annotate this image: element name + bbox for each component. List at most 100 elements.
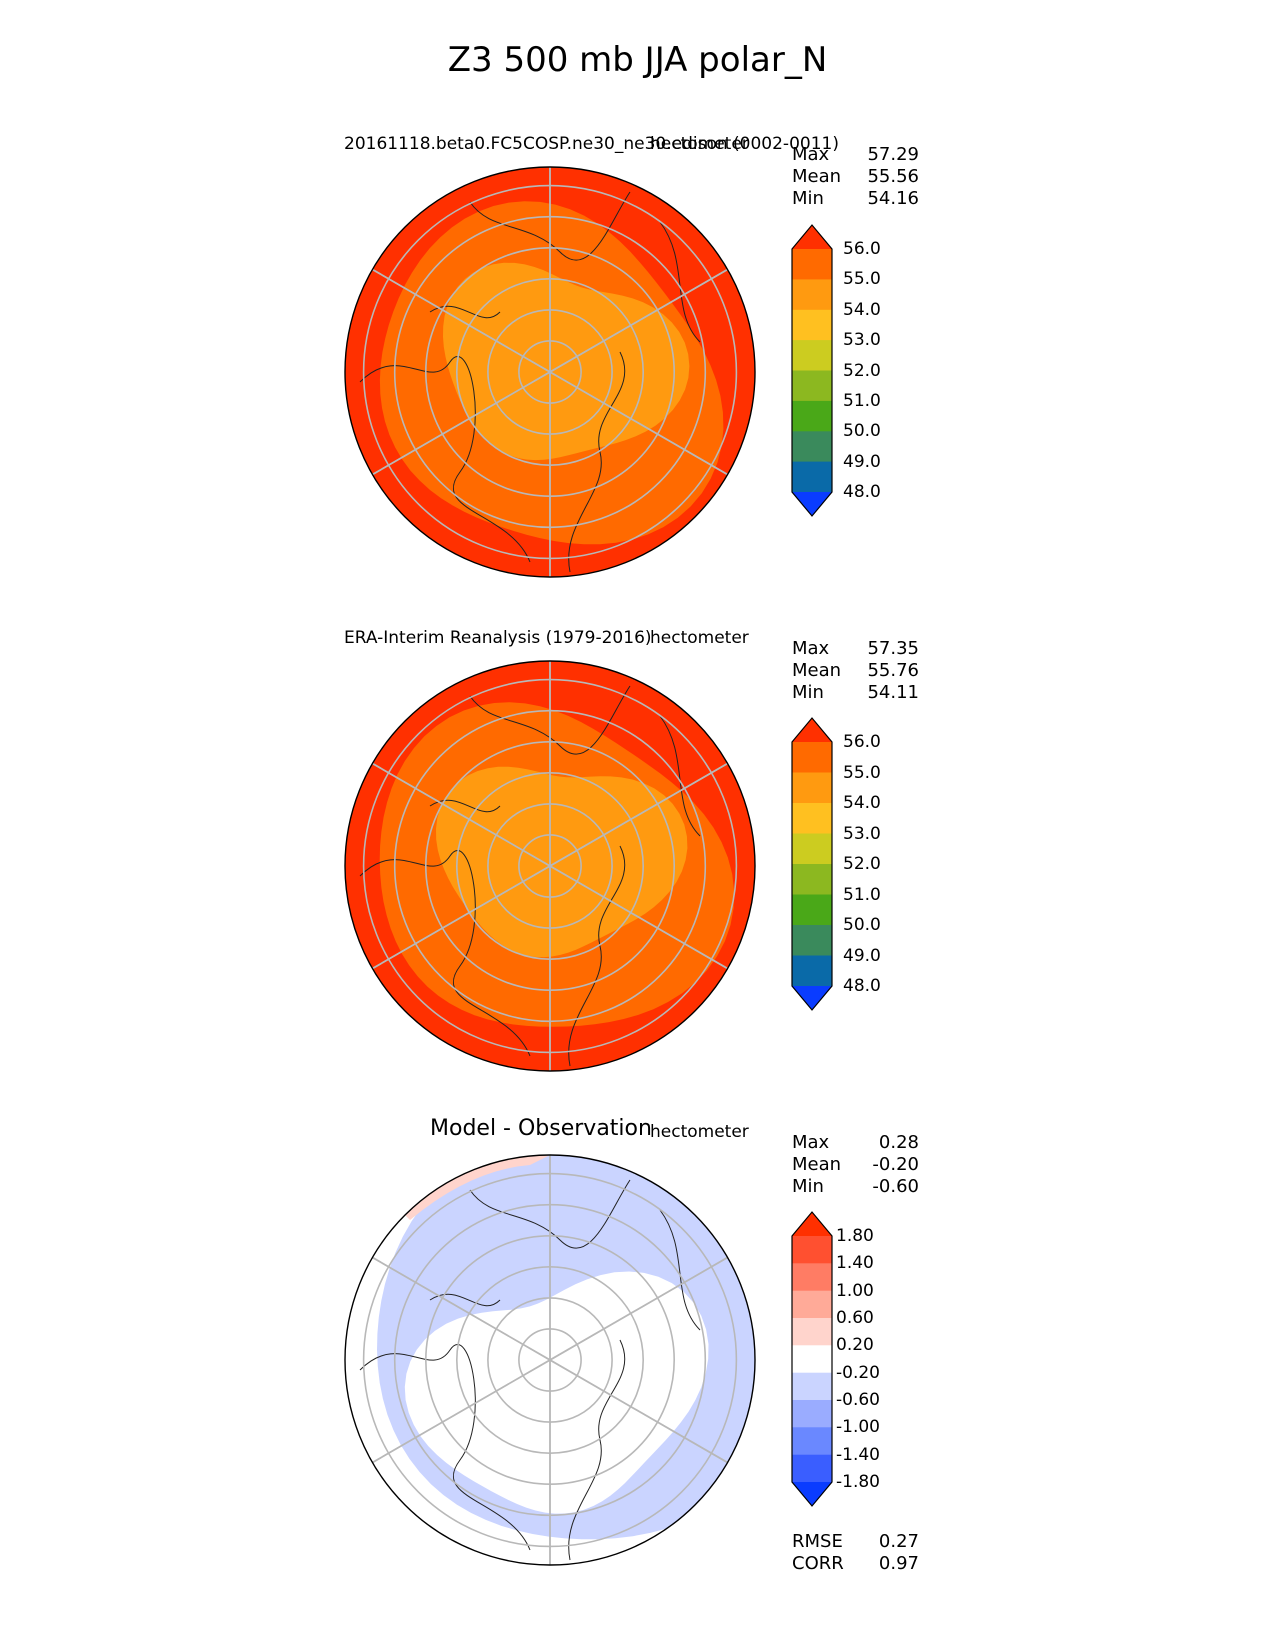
field-layer <box>345 1155 755 1565</box>
colorbar-tick-label: -1.80 <box>836 1472 880 1492</box>
stat-label-min: Min <box>792 1176 824 1197</box>
colorbar-tick-label: -0.60 <box>836 1390 880 1410</box>
colorbar-extend-top <box>792 225 832 249</box>
units-label: hectometer <box>650 1122 749 1142</box>
units-label: hectometer <box>650 134 749 154</box>
figure-title: Z3 500 mb JJA polar_N <box>447 40 828 80</box>
colorbar-tick-label: 0.60 <box>836 1308 874 1328</box>
colorbar-segment <box>792 309 832 341</box>
colorbar <box>791 717 833 1011</box>
graticule <box>362 661 738 1071</box>
graticule <box>362 1155 738 1565</box>
colorbar-segment <box>792 279 832 311</box>
colorbar-tick-label: 55.0 <box>843 269 881 290</box>
colorbar-segment <box>792 894 832 926</box>
colorbar-tick-label: 0.20 <box>836 1335 874 1356</box>
stat-label-max: Max <box>792 638 830 659</box>
colorbar-segment <box>792 1427 832 1456</box>
colorbar-tick-label: 53.0 <box>843 330 881 351</box>
band-positive <box>400 1155 570 1220</box>
colorbar-segment <box>792 1400 832 1428</box>
colorbar-tick-label: 54.0 <box>843 793 881 813</box>
map-boundary <box>344 166 756 578</box>
colorbar-tick-label: 55.0 <box>843 762 881 783</box>
colorbar-tick-label: 56.0 <box>843 239 881 259</box>
stat-value-mean: 55.56 <box>867 166 919 187</box>
colorbar-tick-label: 1.00 <box>836 1280 874 1301</box>
colorbar-segment <box>792 340 832 371</box>
colorbar-tick-label: 52.0 <box>843 854 881 874</box>
colorbar-tick-label: 53.0 <box>843 823 881 844</box>
colorbar-extend-bottom <box>792 1482 832 1506</box>
map-panel-2 <box>344 660 756 1072</box>
colorbar-segment <box>792 925 832 956</box>
colorbar-tick-label: 50.0 <box>843 421 881 442</box>
colorbar-tick-label: 49.0 <box>843 451 881 472</box>
colorbar-segment <box>792 833 832 865</box>
colorbar-tick-label: 51.0 <box>843 390 881 411</box>
colorbar-tick-label: -1.00 <box>836 1417 880 1438</box>
colorbar-segment <box>792 955 832 987</box>
panel-title: Model - Observation <box>430 1116 652 1141</box>
stat-label-min: Min <box>792 682 824 703</box>
graticule <box>362 167 738 577</box>
map-boundary <box>344 1154 756 1566</box>
stat-value-max: 57.35 <box>867 638 919 659</box>
colorbar-tick-label: 1.40 <box>836 1253 874 1274</box>
colorbar-extend-bottom <box>792 986 832 1010</box>
stat-label-max: Max <box>792 1132 830 1153</box>
colorbar-segment <box>792 1263 832 1292</box>
units-label: hectometer <box>650 628 749 648</box>
stat-label-mean: Mean <box>792 660 842 681</box>
colorbar-tick-label: 50.0 <box>843 915 881 935</box>
colorbar-tick-label: -1.40 <box>836 1444 880 1465</box>
colorbar-segment <box>792 742 832 773</box>
colorbar-segment <box>792 249 832 280</box>
colorbar-segment <box>792 370 832 402</box>
stat-value-max: 0.28 <box>878 1132 919 1153</box>
metric-value-corr: 0.97 <box>878 1553 919 1574</box>
colorbar-extend-top <box>792 1212 832 1236</box>
colorbar-tick-label: 1.80 <box>836 1226 874 1246</box>
colorbar-tick-label: 49.0 <box>843 945 881 966</box>
colorbar-segment <box>792 1318 832 1346</box>
colorbar-segment <box>792 803 832 834</box>
colorbar-tick-label: 51.0 <box>843 884 881 905</box>
metric-value-rmse: 0.27 <box>878 1531 919 1552</box>
field-layer <box>345 661 755 1071</box>
coastlines <box>359 191 701 573</box>
stat-value-min: 54.11 <box>867 682 919 703</box>
colorbar-segment <box>792 1454 832 1483</box>
stat-label-min: Min <box>792 188 824 209</box>
band-polar-cap <box>443 262 690 461</box>
colorbar-extend-bottom <box>792 492 832 516</box>
stat-value-max: 57.29 <box>867 144 919 165</box>
colorbar <box>791 224 833 517</box>
panel-title: 20161118.beta0.FC5COSP.ne30_ne30.edison … <box>344 134 839 154</box>
metric-label-corr: CORR <box>792 1553 844 1574</box>
field-layer <box>345 167 755 577</box>
colorbar-segment <box>792 1236 832 1264</box>
colorbar-segment <box>792 772 832 804</box>
colorbar-extend-top <box>792 718 832 742</box>
colorbar-segment <box>792 431 832 463</box>
stat-value-mean: 55.76 <box>867 660 919 681</box>
colorbar-segment <box>792 461 832 493</box>
stat-value-min: -0.60 <box>872 1176 919 1197</box>
colorbar-segment <box>792 1290 832 1319</box>
stat-label-mean: Mean <box>792 166 842 187</box>
colorbar-segment <box>792 864 832 895</box>
colorbar-tick-label: 48.0 <box>843 976 881 996</box>
colorbar-tick-label: 48.0 <box>843 482 881 502</box>
colorbar-tick-label: 54.0 <box>843 299 881 320</box>
stat-label-mean: Mean <box>792 1154 842 1175</box>
colorbar-segment <box>792 1345 832 1374</box>
panel-title: ERA-Interim Reanalysis (1979-2016) <box>344 628 652 648</box>
map-boundary <box>344 660 756 1072</box>
map-panel-1 <box>344 166 756 578</box>
colorbar-segment <box>792 400 832 432</box>
colorbar-tick-label: 52.0 <box>843 360 881 381</box>
colorbar-segment <box>792 1372 832 1401</box>
colorbar <box>791 1211 833 1507</box>
